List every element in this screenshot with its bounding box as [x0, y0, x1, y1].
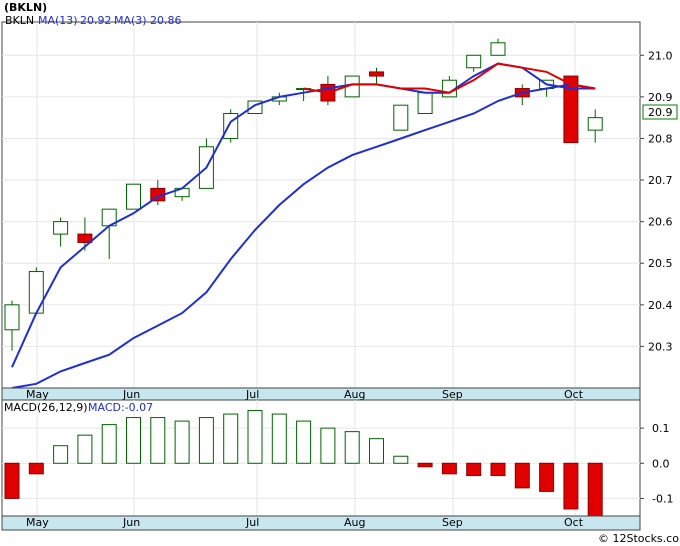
- price-x-axis-band: [1, 387, 641, 401]
- price-tick-label: 20.3: [648, 340, 673, 353]
- candle-up: [53, 221, 69, 235]
- macd-bar-negative: [466, 462, 482, 477]
- macd-x-label: Sep: [442, 516, 463, 529]
- macd-bar-negative: [28, 462, 44, 475]
- macd-value-label: MACD:-0.07: [88, 401, 153, 414]
- macd-bar-positive: [320, 427, 336, 464]
- macd-bar-positive: [223, 413, 239, 464]
- macd-x-axis-band: [1, 515, 641, 531]
- macd-tick-label: 0.1: [652, 422, 670, 435]
- macd-bar-negative: [587, 462, 603, 517]
- macd-bar-positive: [101, 424, 117, 464]
- candle-down: [77, 233, 93, 243]
- macd-bar-negative: [539, 462, 555, 492]
- legend-ma13-value: 20.92: [80, 14, 112, 27]
- macd-tick-label: 0.0: [652, 457, 670, 470]
- price-x-label: Aug: [344, 388, 365, 401]
- macd-bar-negative: [4, 462, 20, 499]
- candle-up: [28, 271, 44, 314]
- price-tick-label: 20.4: [648, 299, 673, 312]
- legend-ma3-label: MA(3): [114, 14, 147, 27]
- last-price-tag: 20.9: [648, 106, 673, 119]
- price-x-label: Jul: [245, 388, 259, 401]
- candle-down: [369, 71, 384, 77]
- legend-ma3-value: 20.86: [150, 14, 182, 27]
- candle-up: [417, 92, 433, 114]
- candle-up: [126, 183, 141, 210]
- macd-bar-negative: [563, 462, 579, 510]
- candle-down: [563, 75, 579, 144]
- macd-y-axis: 0.1 0.0 -0.1: [640, 422, 673, 505]
- macd-bar-negative: [490, 462, 506, 477]
- price-x-label: Sep: [442, 388, 463, 401]
- price-tick-label: 20.7: [648, 174, 673, 187]
- chart-title: (BKLN): [4, 1, 47, 14]
- macd-bar-positive: [53, 445, 69, 464]
- macd-label: MACD(26,12,9): [4, 401, 88, 414]
- last-price-tag-box: [642, 104, 678, 120]
- watermark: © 12Stocks.com: [598, 532, 680, 545]
- macd-bar-positive: [393, 455, 409, 464]
- macd-bar-positive: [174, 420, 190, 464]
- macd-bar-positive: [77, 434, 93, 464]
- macd-bar-negative: [441, 462, 457, 475]
- macd-bar-positive: [150, 417, 166, 464]
- candle-up: [490, 42, 506, 56]
- macd-x-axis-labels: May Jun Jul Aug Sep Oct: [26, 516, 584, 529]
- ma-line: [11, 83, 596, 389]
- macd-histogram: [4, 410, 603, 517]
- candle-up: [587, 117, 603, 131]
- macd-bar-positive: [344, 431, 360, 464]
- macd-x-label: Jun: [122, 516, 140, 529]
- macd-x-label: Jul: [245, 516, 259, 529]
- price-tick-label: 20.6: [648, 216, 673, 229]
- moving-average-lines: [11, 62, 596, 389]
- macd-bar-positive: [198, 417, 214, 464]
- price-tick-label: 21.0: [648, 49, 673, 62]
- candle-up: [4, 304, 20, 331]
- macd-bar-positive: [126, 417, 141, 464]
- legend-ma13-label: MA(13): [38, 14, 78, 27]
- macd-bar-positive: [369, 438, 384, 464]
- price-tick-label: 20.8: [648, 132, 673, 145]
- macd-bar-positive: [271, 413, 287, 464]
- price-x-label: May: [26, 388, 49, 401]
- price-x-label: Jun: [122, 388, 140, 401]
- price-tick-label: 20.5: [648, 257, 673, 270]
- macd-x-label: Aug: [344, 516, 365, 529]
- macd-bar-negative: [514, 462, 530, 489]
- price-y-axis: 20.3 20.4 20.5 20.6 20.7 20.8 20.9 21.0: [640, 49, 673, 353]
- macd-bar-positive: [247, 410, 263, 464]
- price-tick-label: 20.9: [648, 91, 673, 104]
- macd-x-label: May: [26, 516, 49, 529]
- candle-up: [466, 54, 482, 69]
- price-panel: [1, 21, 641, 389]
- macd-tick-label: -0.1: [652, 492, 673, 505]
- candle-up: [393, 104, 409, 131]
- legend-symbol: BKLN: [5, 14, 34, 27]
- ma-line: [303, 62, 596, 94]
- macd-x-label: Oct: [564, 516, 584, 529]
- macd-bar-negative: [417, 462, 433, 468]
- macd-bar-positive: [296, 420, 312, 464]
- price-x-label: Oct: [564, 388, 584, 401]
- price-x-axis-labels: May Jun Jul Aug Sep Oct: [26, 388, 584, 401]
